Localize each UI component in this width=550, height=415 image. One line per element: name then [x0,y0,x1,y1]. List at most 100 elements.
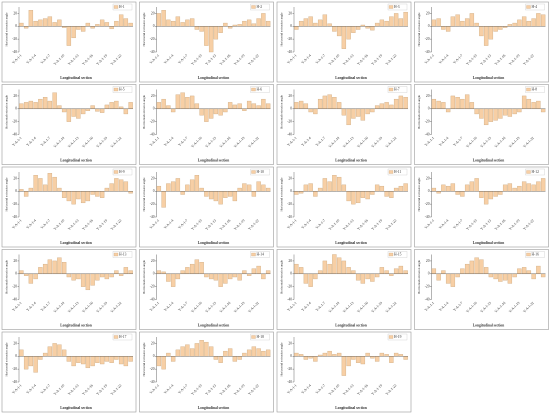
panel: -40 -20 0 20 Horizontal extrusion angle Y-A-1… [414,84,549,165]
bar [398,95,404,109]
bar [213,191,219,202]
bar [237,187,242,192]
panel: -40 -20 0 20 Horizontal extrusion angle Y-A-1… [1,249,137,330]
bar [99,19,105,27]
bar [526,183,532,192]
panel-frame [139,84,274,165]
bar [166,183,171,192]
x-tick-label: Y-A-1-4 [163,218,174,229]
x-tick-label: Y-A-1-7 [40,136,51,147]
bar [336,26,342,37]
bar [327,23,332,27]
bar [242,183,247,192]
bar [313,191,318,197]
bar [517,108,522,113]
y-axis-label: Horizontal extrusion angle [417,259,421,294]
y-axis-label: Horizontal extrusion angle [5,342,9,377]
bar [360,191,366,198]
x-tick-label: Y-A-1-1 [11,53,22,64]
bar [237,356,242,360]
x-tick-label: Y-A-1-7 [315,53,326,64]
bar [90,26,95,29]
bar [251,191,257,197]
x-tick-label: Y-A-1-1 [149,53,160,64]
y-tick-label: -20 [425,202,430,206]
legend-frame [112,333,133,341]
bar [521,181,527,192]
bar [398,265,404,274]
bar [242,352,247,357]
y-tick-label: 0 [15,354,17,358]
bar [384,270,389,274]
bar [246,273,252,276]
panel-frame [1,84,137,165]
bar [52,260,57,274]
y-tick-label: -20 [287,202,292,206]
x-tick-label: Y-A-1-1 [11,301,22,312]
y-axis-label: Horizontal extrusion angle [142,94,146,129]
panel: -40 -20 0 20 Horizontal extrusion angle Y-A-1… [414,1,549,83]
bar [85,356,91,369]
y-tick-label: 0 [15,189,17,193]
x-axis-label: Longitudinal section [473,241,504,245]
bar [450,183,456,192]
x-tick-label: Y-A-1-4 [163,136,174,147]
bar [61,349,67,357]
bar [341,108,347,116]
panel: -40 -20 0 20 Horizontal extrusion angle Y-A-1… [414,166,549,248]
y-tick-label: 20 [288,11,292,15]
y-tick-label: -20 [150,37,155,41]
y-axis-label: Horizontal extrusion angle [280,342,284,377]
bar [242,108,247,111]
bar [393,187,399,192]
x-tick-label: Y-A-1-4 [438,218,449,229]
bar [128,102,133,109]
bar [455,14,460,27]
bar [256,18,261,27]
bar [341,184,347,192]
legend-label: H-4 [532,5,538,9]
bar [128,191,133,194]
bar [512,187,517,192]
bar [42,352,48,357]
bar [227,273,233,280]
bar [379,267,385,274]
bar [351,270,356,274]
bar [246,100,252,109]
bar [384,20,389,27]
y-axis-label: Horizontal extrusion angle [280,94,284,129]
bar [71,26,76,39]
bar [336,257,342,274]
panel-frame [1,166,137,248]
bar [298,100,304,109]
x-axis-label: Longitudinal section [60,406,91,410]
x-tick-label: Y-A-1-1 [149,218,160,229]
y-axis-label: Horizontal extrusion angle [142,177,146,212]
bar [502,273,508,281]
bar [393,268,399,274]
y-tick-label: 0 [15,272,17,276]
x-tick-label: Y-A-1-4 [301,218,312,229]
bar [76,26,81,30]
x-axis-label: Longitudinal section [473,76,504,80]
bar [294,191,299,195]
bar [498,191,503,195]
x-tick-label: Y-A-1-4 [301,383,312,394]
y-tick-label: 0 [153,354,155,358]
bar [317,19,323,27]
bar [540,14,546,27]
x-tick-label: Y-A-1-7 [177,218,188,229]
bar [38,267,43,274]
legend-frame [387,168,408,176]
bar [170,108,176,113]
bar [327,94,332,109]
bar [327,181,332,192]
bar [104,22,110,27]
legend-swatch [113,335,119,339]
y-tick-label: 0 [153,189,155,193]
x-tick-label: Y-A-1-1 [424,301,435,312]
bar [109,183,114,192]
bar [436,18,441,27]
bar [19,103,24,109]
